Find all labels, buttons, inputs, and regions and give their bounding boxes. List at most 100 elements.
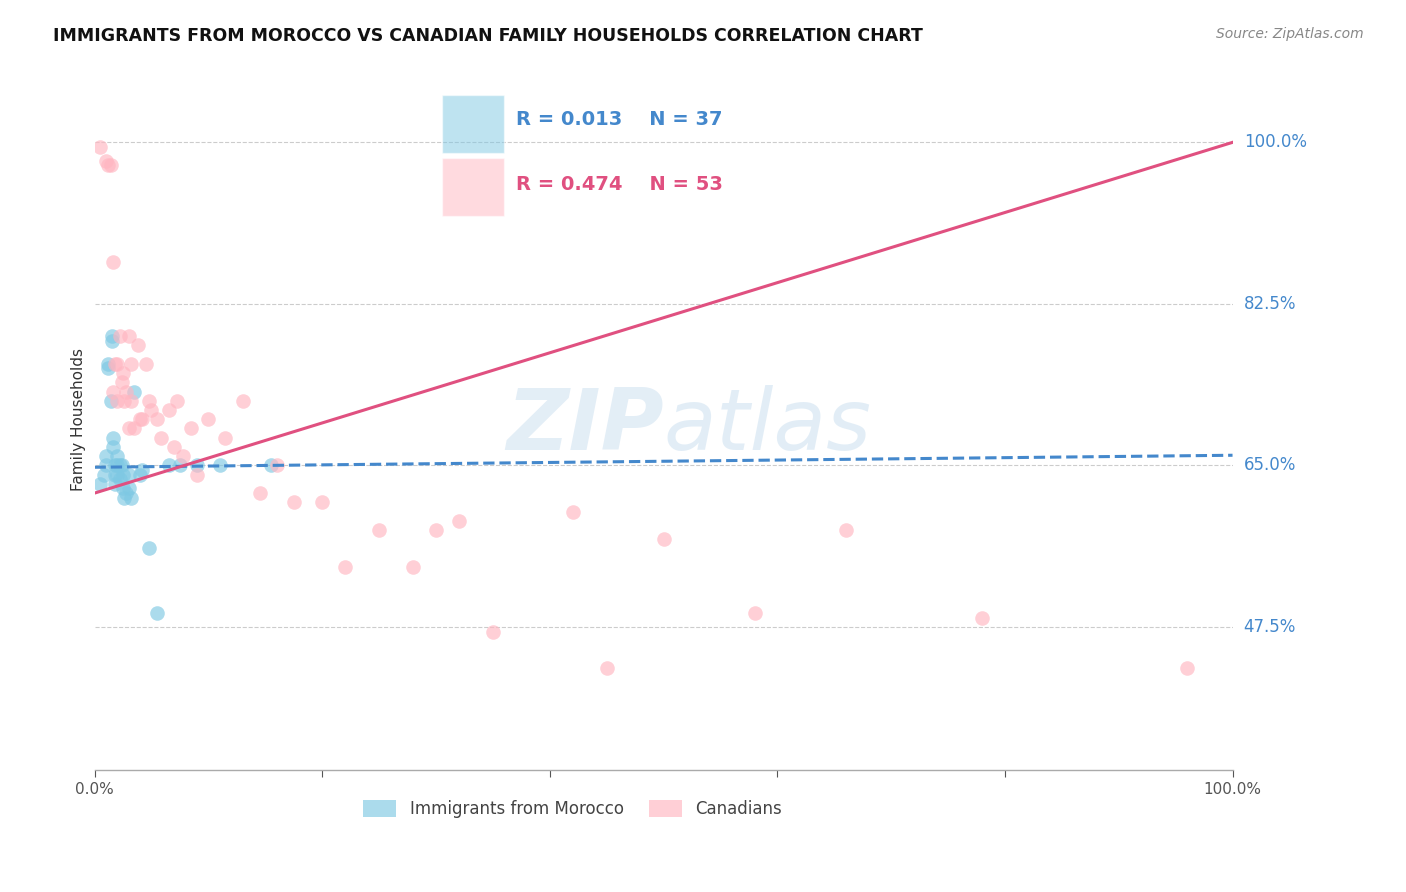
Point	[111, 467, 134, 482]
Point	[105, 458, 128, 473]
Point	[169, 458, 191, 473]
Point	[124, 421, 146, 435]
Point	[120, 491, 142, 505]
Point	[94, 458, 117, 473]
Text: R = 0.474    N = 53: R = 0.474 N = 53	[516, 175, 723, 194]
Point	[482, 624, 505, 639]
Legend: Immigrants from Morocco, Canadians: Immigrants from Morocco, Canadians	[356, 793, 789, 825]
Point	[108, 472, 131, 486]
Point	[100, 334, 122, 348]
Point	[186, 458, 208, 473]
Y-axis label: Family Households: Family Households	[72, 348, 86, 491]
Point	[108, 458, 131, 473]
Point	[118, 421, 141, 435]
Point	[104, 357, 127, 371]
FancyBboxPatch shape	[441, 95, 505, 153]
Point	[266, 458, 288, 473]
Point	[120, 357, 142, 371]
Point	[104, 467, 127, 482]
Point	[111, 366, 134, 380]
Point	[595, 661, 617, 675]
Point	[283, 495, 305, 509]
Point	[214, 431, 236, 445]
Point	[89, 476, 111, 491]
Point	[111, 458, 134, 473]
Point	[94, 153, 117, 168]
Point	[94, 449, 117, 463]
Point	[111, 376, 134, 390]
Point	[834, 523, 856, 537]
Point	[149, 431, 172, 445]
Point	[118, 467, 141, 482]
Point	[101, 384, 124, 399]
Point	[744, 606, 766, 620]
Text: R = 0.013    N = 37: R = 0.013 N = 37	[516, 111, 723, 129]
Point	[157, 458, 180, 473]
Point	[124, 384, 146, 399]
Point	[120, 393, 142, 408]
Point	[104, 476, 127, 491]
Point	[129, 412, 152, 426]
Point	[100, 329, 122, 343]
Point	[105, 393, 128, 408]
Point	[111, 482, 134, 496]
Point	[104, 458, 127, 473]
Point	[186, 467, 208, 482]
Point	[180, 421, 202, 435]
Point	[135, 357, 157, 371]
Point	[402, 560, 425, 574]
Point	[105, 467, 128, 482]
Text: ZIP: ZIP	[506, 384, 664, 467]
Point	[131, 412, 153, 426]
Point	[118, 329, 141, 343]
Point	[166, 393, 188, 408]
Point	[89, 140, 111, 154]
Point	[141, 403, 163, 417]
Point	[97, 158, 120, 172]
Point	[105, 449, 128, 463]
Point	[108, 329, 131, 343]
Point	[249, 486, 271, 500]
Point	[197, 412, 219, 426]
Text: 82.5%: 82.5%	[1244, 295, 1296, 313]
Point	[112, 393, 135, 408]
Point	[101, 255, 124, 269]
Point	[972, 610, 994, 624]
Text: atlas: atlas	[664, 384, 872, 467]
Point	[652, 533, 675, 547]
Point	[425, 523, 447, 537]
Point	[131, 463, 153, 477]
Point	[97, 357, 120, 371]
Point	[138, 393, 160, 408]
Point	[146, 412, 169, 426]
Text: IMMIGRANTS FROM MOROCCO VS CANADIAN FAMILY HOUSEHOLDS CORRELATION CHART: IMMIGRANTS FROM MOROCCO VS CANADIAN FAMI…	[53, 27, 924, 45]
Text: 65.0%: 65.0%	[1244, 457, 1296, 475]
Point	[333, 560, 356, 574]
Point	[447, 514, 470, 528]
Point	[115, 384, 138, 399]
Text: Source: ZipAtlas.com: Source: ZipAtlas.com	[1216, 27, 1364, 41]
Point	[115, 486, 138, 500]
Text: 47.5%: 47.5%	[1244, 618, 1296, 636]
FancyBboxPatch shape	[441, 158, 505, 216]
Point	[146, 606, 169, 620]
Point	[127, 338, 149, 352]
Point	[100, 393, 122, 408]
Point	[157, 403, 180, 417]
Point	[112, 491, 135, 505]
Point	[172, 449, 194, 463]
Point	[311, 495, 333, 509]
Point	[138, 541, 160, 556]
Point	[101, 440, 124, 454]
Point	[93, 467, 115, 482]
Point	[129, 467, 152, 482]
Point	[231, 393, 253, 408]
Point	[100, 158, 122, 172]
Point	[101, 431, 124, 445]
Text: 100.0%: 100.0%	[1244, 134, 1306, 152]
Point	[105, 357, 128, 371]
Point	[163, 440, 186, 454]
Point	[208, 458, 231, 473]
Point	[1175, 661, 1198, 675]
Point	[368, 523, 391, 537]
